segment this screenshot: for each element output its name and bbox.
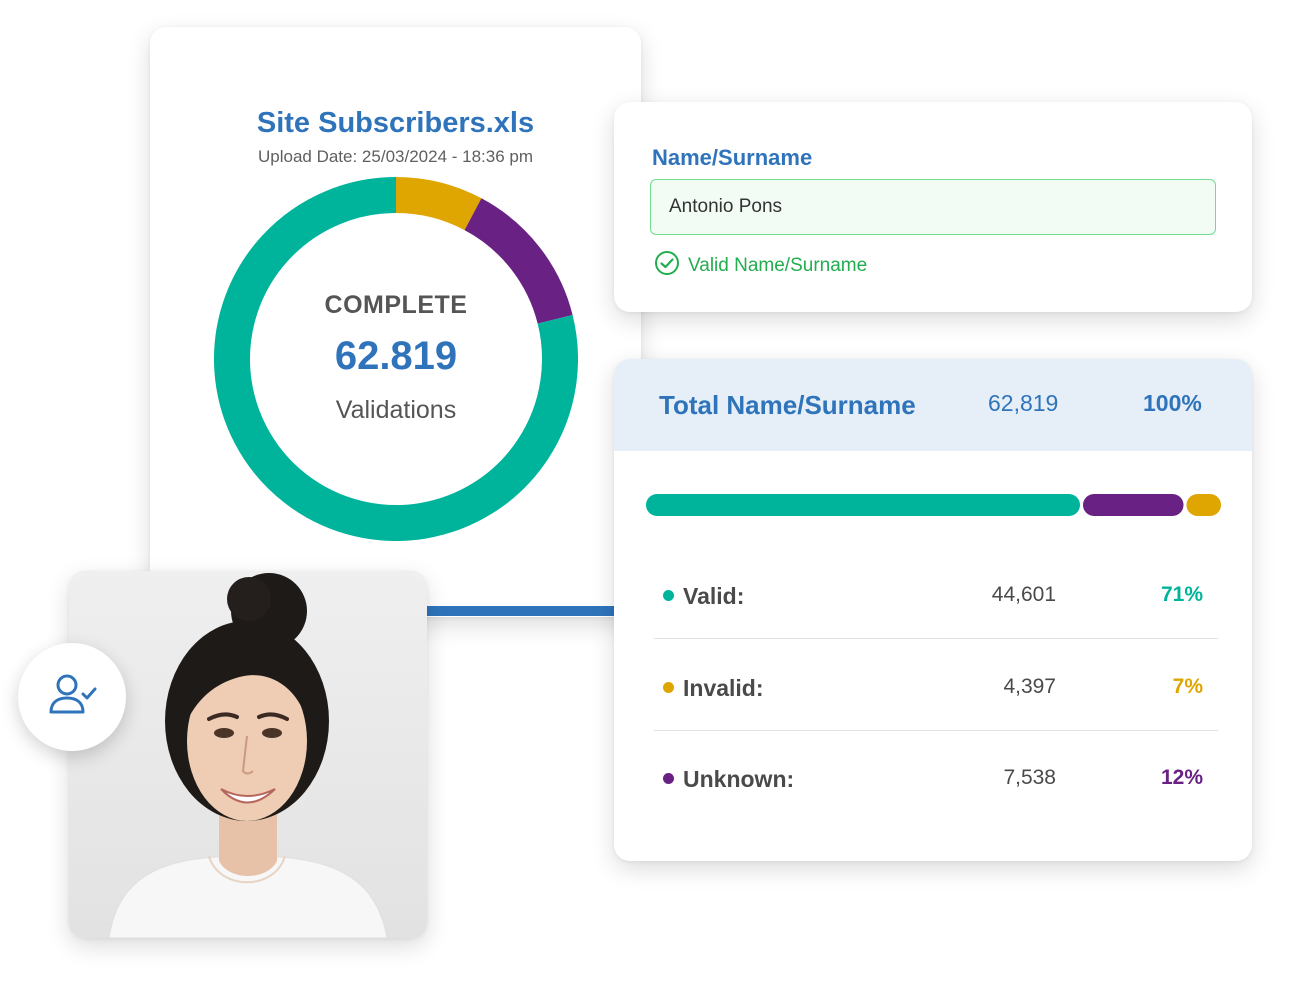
divider [654,638,1218,639]
user-photo [69,571,427,938]
user-check-badge [18,643,126,751]
donut-center: COMPLETE 62.819 Validations [214,177,578,541]
stat-label: Valid: [683,583,745,609]
user-check-icon [45,668,99,727]
connector-line [425,606,617,616]
validation-count-label: Validations [335,396,457,424]
unknown-dot-icon [663,773,674,784]
stat-row-invalid: Invalid: 4,397 7% [654,642,1218,732]
validation-count: 62.819 [334,334,458,378]
stats-card: Total Name/Surname 62,819 100% Valid: 44… [614,359,1252,861]
stat-label: Unknown: [683,766,795,792]
stat-percent: 71% [1160,583,1203,606]
validation-message: Valid Name/Surname [654,250,867,282]
donut-slice-invalid [395,177,482,231]
stat-label: Invalid: [683,675,764,701]
validation-message-text: Valid Name/Surname [688,255,868,276]
stat-count: 4,397 [1003,675,1056,698]
stat-percent: 12% [1160,766,1203,789]
stats-header: Total Name/Surname 62,819 100% [614,359,1252,451]
invalid-dot-icon [663,682,674,693]
total-label: Total Name/Surname [659,390,916,420]
upload-date: Upload Date: 25/03/2024 - 18:36 pm [257,147,534,166]
stat-count: 7,538 [1003,766,1056,789]
progress-segment-unknown [1083,494,1184,516]
name-field-label: Name/Surname [652,145,813,170]
progress-segment-invalid [1186,494,1221,516]
file-title: Site Subscribers.xls [256,107,535,139]
stacked-progress-bar [646,494,1221,516]
status-label: COMPLETE [324,291,468,319]
total-percent: 100% [1143,390,1202,416]
name-surname-input[interactable] [650,179,1216,235]
progress-svg [646,494,1221,516]
stat-row-valid: Valid: 44,601 71% [654,550,1218,640]
total-count: 62,819 [988,390,1059,416]
name-field-card: Name/Surname Valid Name/Surname [614,102,1252,312]
stat-row-unknown: Unknown: 7,538 12% [654,733,1218,823]
portrait-illustration [69,571,427,938]
check-circle-icon [654,250,688,282]
progress-segment-valid [646,494,1080,516]
donut-svg [214,177,578,541]
validation-donut-chart: COMPLETE 62.819 Validations [214,177,578,541]
divider [654,730,1218,731]
stat-percent: 7% [1172,675,1203,698]
donut-slice-valid [214,177,578,541]
valid-dot-icon [663,590,674,601]
donut-slice-unknown [464,198,573,325]
stat-count: 44,601 [991,583,1056,606]
